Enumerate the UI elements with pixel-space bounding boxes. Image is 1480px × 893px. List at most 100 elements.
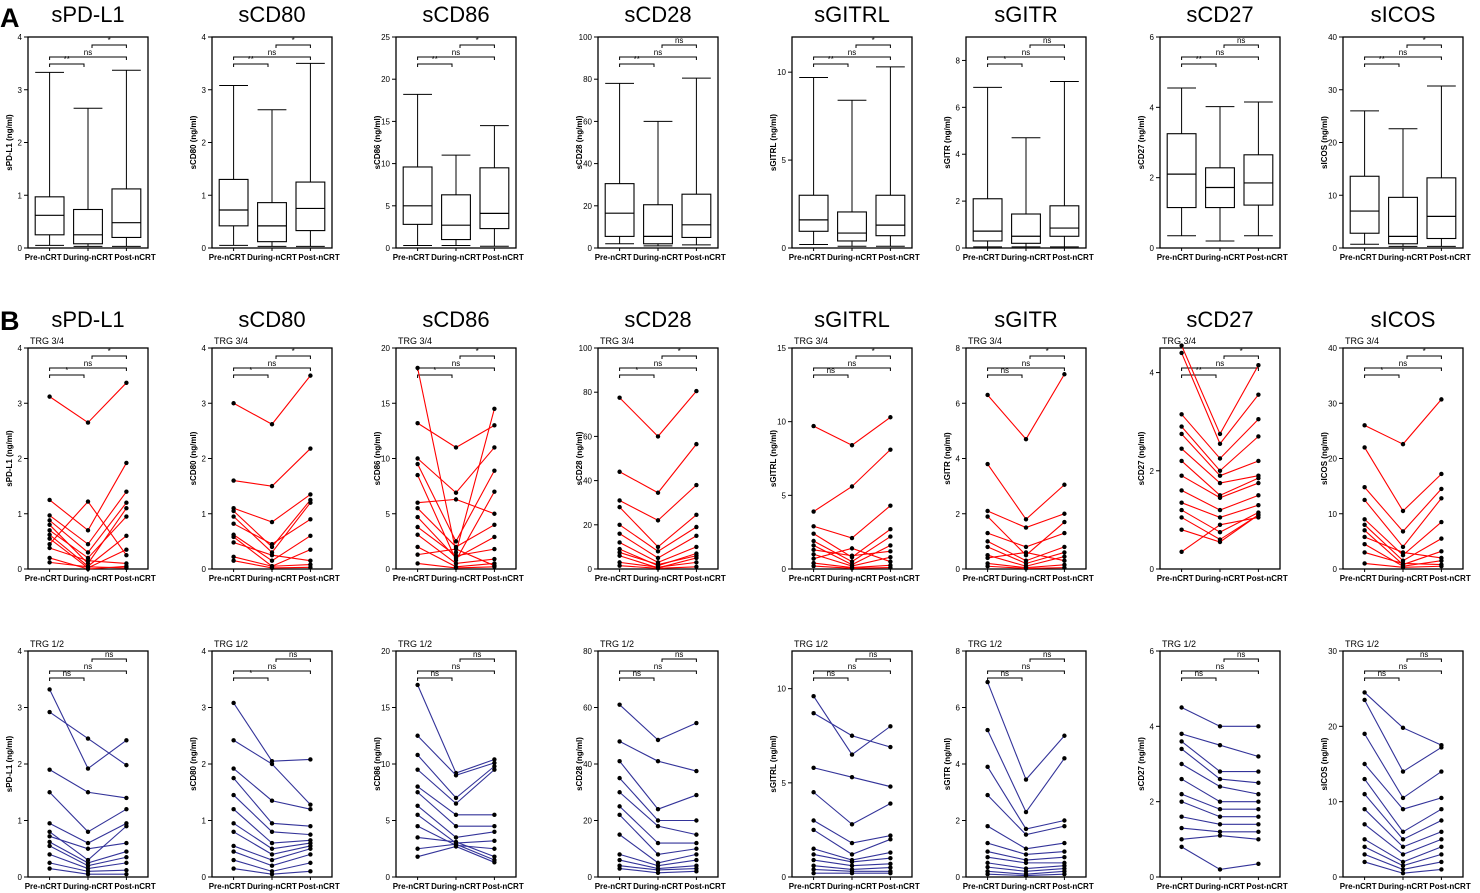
x-tick-label-pre-ncrt: Pre-nCRT: [393, 253, 430, 262]
y-tick-label: 40: [583, 477, 592, 486]
data-point-post-ncrt: [1256, 791, 1261, 797]
sig-bracket-during-post: [91, 355, 127, 359]
data-point-pre-ncrt: [811, 547, 816, 553]
data-point-pre-ncrt: [1362, 690, 1367, 695]
data-point-post-ncrt: [888, 850, 893, 855]
data-point-during-ncrt: [655, 818, 661, 823]
data-point-post-ncrt: [492, 534, 497, 540]
data-point-post-ncrt: [124, 500, 129, 505]
data-point-post-ncrt: [888, 865, 893, 870]
data-point-post-ncrt: [124, 860, 129, 866]
data-point-during-ncrt: [849, 871, 855, 876]
iqr-box: [798, 194, 829, 232]
data-point-post-ncrt: [1062, 818, 1067, 823]
data-point-post-ncrt: [1256, 362, 1261, 368]
data-point-during-ncrt: [1400, 852, 1406, 857]
subject-4: [985, 792, 1067, 837]
data-point-post-ncrt: [492, 406, 497, 411]
subject-3: [231, 492, 313, 525]
subject-line: [417, 422, 495, 449]
data-point-during-ncrt: [1400, 795, 1406, 801]
y-axis-label: sCD27 (ng/ml): [1137, 737, 1146, 791]
data-point-post-ncrt: [694, 524, 699, 530]
data-point-during-ncrt: [849, 443, 855, 448]
data-point-during-ncrt: [453, 795, 459, 801]
sig-bracket-pre-during-label: **: [634, 55, 640, 64]
data-point-pre-ncrt: [415, 846, 420, 851]
y-tick-label: 0: [1333, 244, 1338, 253]
y-tick-label: 60: [583, 704, 592, 713]
data-point-pre-ncrt: [617, 702, 622, 707]
data-point-during-ncrt: [849, 863, 855, 868]
panel-trg34-scd28: sCD28 TRG 3/4 0 20 40 60 80 100 sCD28 (ng/ml) Pre…: [575, 307, 726, 583]
x-tick-label-during-ncrt: During-nCRT: [431, 253, 481, 262]
subject-6: [1179, 446, 1261, 486]
data-point-pre-ncrt: [617, 504, 622, 510]
subject-line: [619, 740, 697, 772]
sig-bracket-pre-post-label: ns: [654, 48, 662, 57]
data-point-pre-ncrt: [985, 564, 990, 569]
y-tick-label: 6: [1150, 33, 1155, 42]
data-point-during-ncrt: [85, 840, 91, 846]
x-tick-label-during-ncrt: During-nCRT: [247, 574, 297, 583]
iqr-box: [257, 202, 287, 243]
data-point-post-ncrt: [694, 857, 699, 863]
data-point-pre-ncrt: [1362, 852, 1367, 857]
data-point-pre-ncrt: [1362, 561, 1367, 566]
box-post-ncrt: [295, 62, 326, 247]
data-point-post-ncrt: [888, 555, 893, 560]
data-point-during-ncrt: [655, 852, 661, 857]
subject-8: [811, 852, 893, 865]
sig-bracket-pre-during: [233, 677, 269, 681]
y-tick-label: 0: [386, 873, 391, 882]
data-point-during-ncrt: [1217, 468, 1223, 473]
x-tick-label-during-ncrt: During-nCRT: [431, 574, 481, 583]
data-point-during-ncrt: [1217, 833, 1223, 838]
subgroup-label: TRG 3/4: [398, 336, 432, 346]
y-tick-label: 0: [18, 565, 23, 574]
x-tick-label-pre-ncrt: Pre-nCRT: [963, 882, 1000, 891]
sig-bracket-pre-post: [813, 367, 891, 371]
panel-trg34-sgitrl: sGITRL TRG 3/4 0 5 10 15 sGITRL (ng/ml) Pre-nCR…: [769, 307, 920, 583]
data-point-post-ncrt: [888, 565, 893, 570]
sig-bracket-pre-during-label: ns: [1195, 669, 1203, 678]
data-point-pre-ncrt: [415, 752, 420, 758]
sig-bracket-pre-post: [619, 56, 697, 60]
y-tick-label: 0: [18, 873, 23, 882]
subject-6: [985, 539, 1067, 563]
x-tick-label-during-ncrt: During-nCRT: [827, 253, 877, 262]
data-point-pre-ncrt: [1362, 731, 1367, 737]
box-during-ncrt: [1205, 106, 1235, 242]
subject-5: [617, 522, 699, 554]
subject-6: [811, 827, 893, 857]
subject-3: [415, 445, 497, 495]
x-tick-label-pre-ncrt: Pre-nCRT: [789, 882, 826, 891]
sig-bracket-during-post-label: ns: [1420, 650, 1428, 659]
chart-title-sgitr: sGITR: [994, 2, 1058, 27]
data-point-post-ncrt: [492, 757, 497, 762]
sig-bracket-pre-post-label: ns: [1399, 359, 1407, 368]
subject-4: [415, 767, 497, 806]
x-tick-label-during-ncrt: During-nCRT: [1001, 574, 1051, 583]
sig-bracket-pre-post-label: ns: [654, 359, 662, 368]
subject-7: [1362, 807, 1444, 850]
data-point-pre-ncrt: [1179, 549, 1184, 555]
data-point-pre-ncrt: [415, 784, 420, 789]
y-tick-label: 40: [583, 160, 592, 169]
sig-bracket-during-post-label: ns: [1237, 36, 1245, 45]
data-point-during-ncrt: [1023, 852, 1029, 857]
subject-9: [231, 540, 313, 563]
data-point-pre-ncrt: [415, 733, 420, 738]
data-point-post-ncrt: [1439, 496, 1444, 501]
sig-bracket-pre-post: [813, 56, 891, 60]
data-point-pre-ncrt: [1362, 822, 1367, 827]
sig-bracket-during-post-label: ns: [289, 650, 297, 659]
y-tick-label: 0: [956, 873, 961, 882]
data-point-during-ncrt: [85, 790, 91, 795]
y-tick-label: 40: [1328, 344, 1337, 353]
data-point-pre-ncrt: [47, 541, 52, 547]
box-pre-ncrt: [218, 85, 249, 246]
subject-12: [1179, 844, 1261, 872]
subject-9: [231, 843, 313, 863]
subject-5: [985, 823, 1067, 851]
